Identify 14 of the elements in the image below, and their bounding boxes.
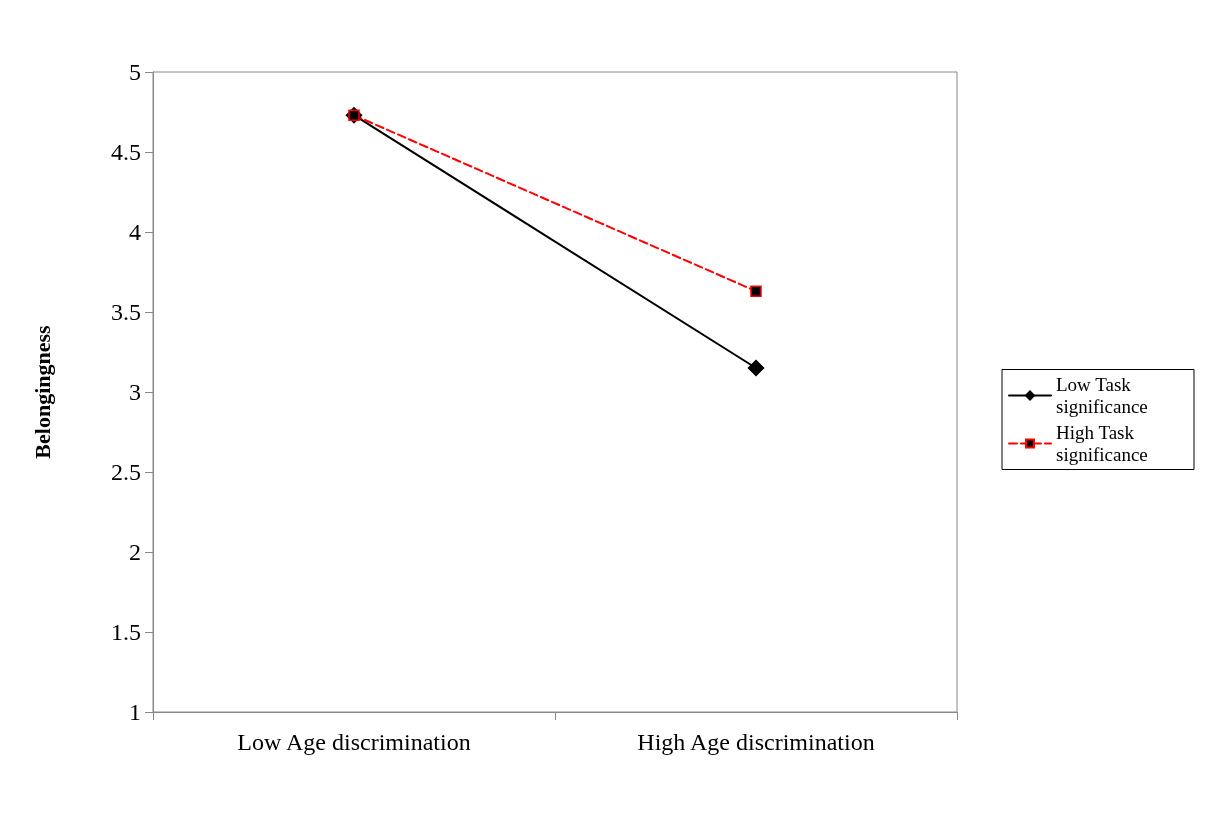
y-tick-label: 4.5 (111, 139, 141, 165)
y-tick-label: 4 (129, 219, 141, 245)
y-tick-label: 5 (129, 59, 141, 85)
x-tick-label: High Age discrimination (637, 729, 875, 755)
legend-label: High Task significance (1056, 422, 1148, 465)
legend-label: Low Task significance (1056, 374, 1148, 417)
y-axis-title: Belongingness (29, 324, 55, 459)
y-tick-label: 2 (129, 539, 141, 565)
y-tick-label: 2.5 (111, 459, 141, 485)
y-tick-label: 1.5 (111, 619, 141, 645)
y-tick-label: 3.5 (111, 299, 141, 325)
y-tick-label: 3 (129, 379, 141, 405)
x-tick-label: Low Age discrimination (237, 729, 471, 755)
y-tick-label: 1 (129, 699, 141, 725)
